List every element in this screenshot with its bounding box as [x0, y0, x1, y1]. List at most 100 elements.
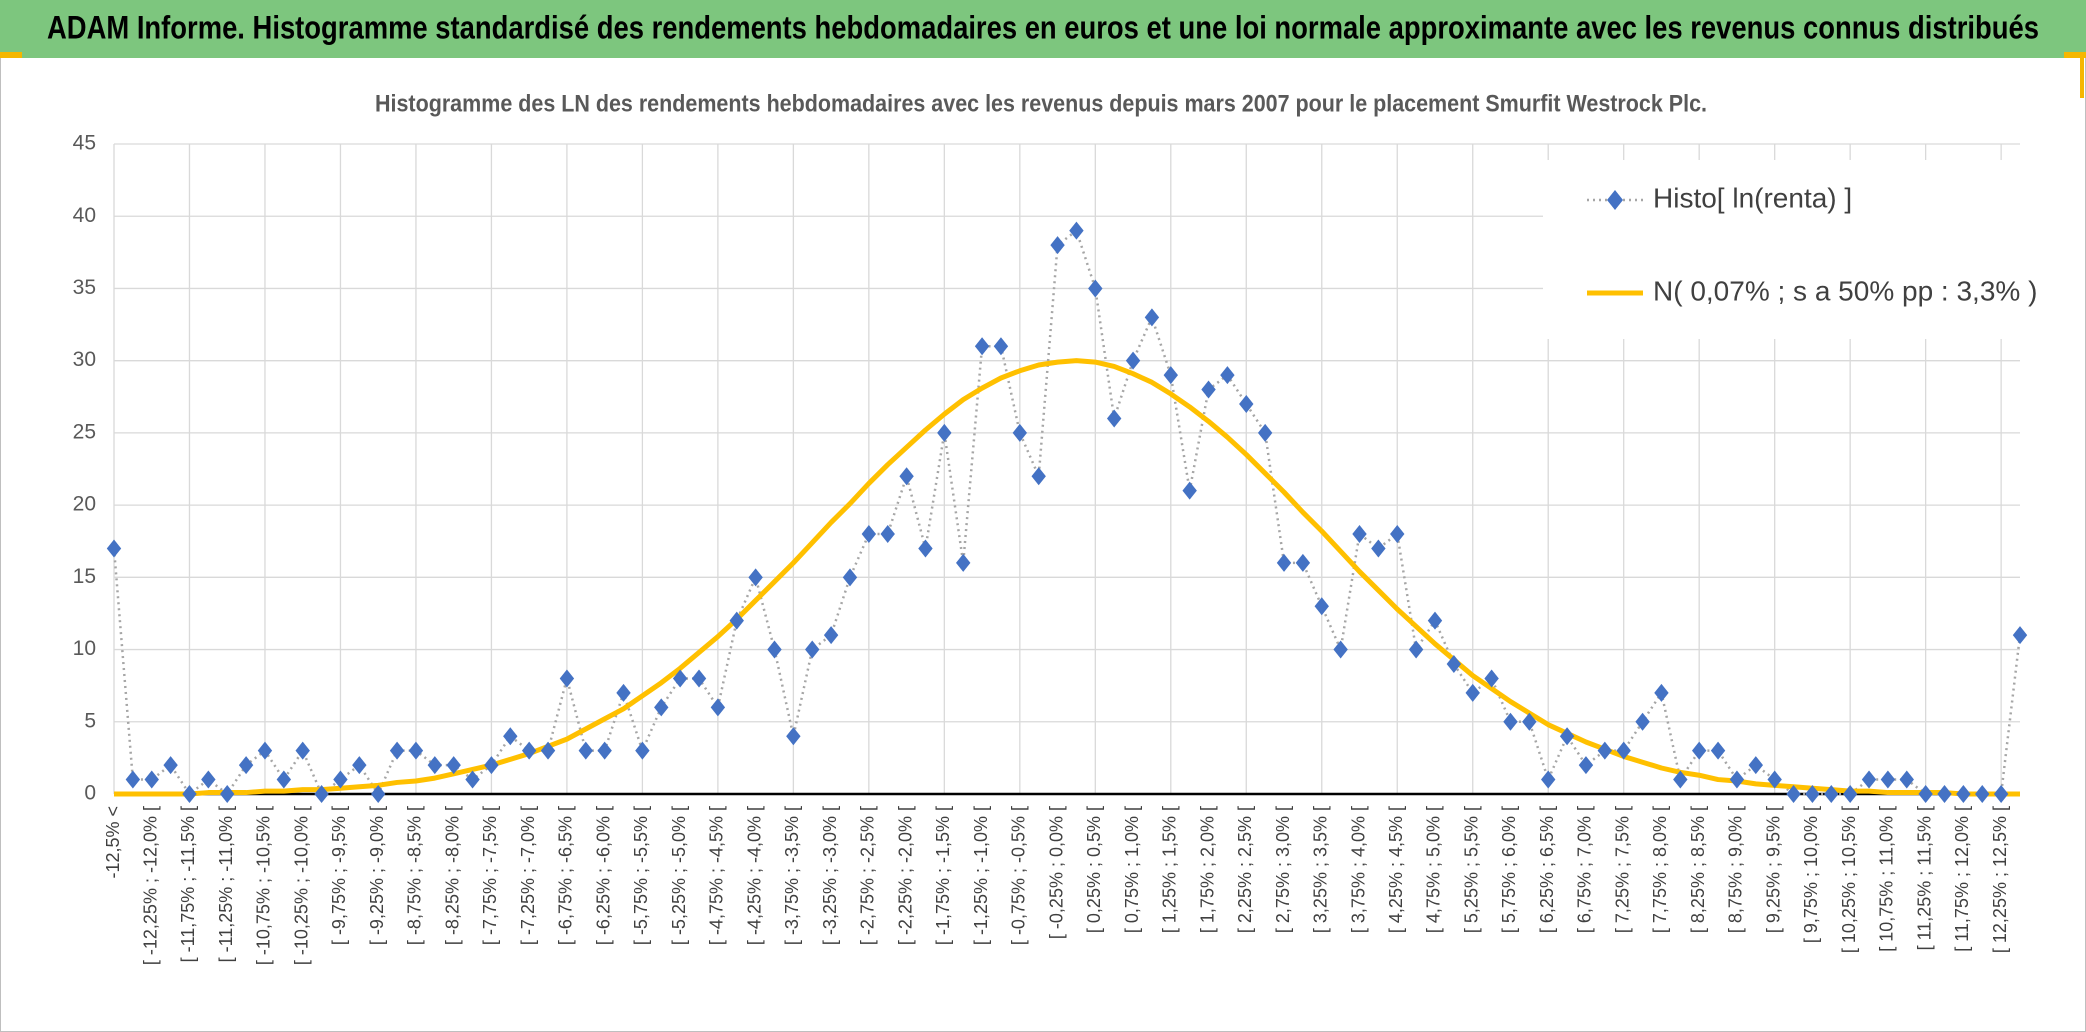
point-marker — [842, 568, 858, 587]
y-tick-label: 40 — [73, 204, 96, 227]
point-marker — [1257, 423, 1273, 442]
point-marker — [1144, 308, 1160, 327]
x-tick-label: [ -2,75% ; -2,5% [ — [858, 806, 878, 945]
x-tick-label: [ 4,75% ; 5,0% [ — [1424, 806, 1444, 933]
x-tick-label: [ -8,75% ; -8,5% [ — [405, 806, 425, 945]
point-marker — [1201, 380, 1216, 399]
x-tick-label: [ 0,25% ; 0,5% [ — [1084, 806, 1104, 933]
point-marker — [1408, 640, 1424, 659]
legend-label: Histo[ ln(renta) ] — [1653, 182, 1852, 213]
x-tick-label: [ -11,25% ; -11,0% [ — [216, 806, 236, 962]
point-marker — [1993, 785, 2009, 803]
x-tick-label: [ -0,75% ; -0,5% [ — [1009, 806, 1029, 945]
point-marker — [729, 611, 744, 630]
point-marker — [408, 741, 424, 760]
point-marker — [1654, 683, 1669, 702]
corner-accent — [2064, 52, 2086, 58]
x-tick-label: [ -10,75% ; -10,5% [ — [254, 806, 274, 965]
x-tick-label: [ 1,75% ; 2,0% [ — [1197, 806, 1217, 933]
header-bar — [0, 0, 2086, 58]
x-tick-label: [ -9,25% ; -9,0% [ — [367, 806, 387, 945]
point-marker — [276, 770, 292, 789]
point-marker — [1371, 539, 1386, 558]
point-marker — [1861, 770, 1877, 789]
point-marker — [521, 741, 537, 760]
point-marker — [314, 785, 329, 803]
point-marker — [691, 669, 707, 688]
point-marker — [1012, 423, 1028, 442]
y-tick-label: 25 — [73, 420, 96, 443]
x-tick-label: [ 8,75% ; 9,0% [ — [1726, 806, 1746, 933]
point-marker — [1767, 770, 1782, 789]
x-tick-label: [ 11,75% ; 12,0% [ — [1952, 806, 1972, 952]
point-marker — [1710, 741, 1726, 760]
point-marker — [823, 626, 839, 645]
point-marker — [1276, 553, 1292, 572]
x-tick-label: [ 5,75% ; 6,0% [ — [1499, 806, 1519, 933]
x-tick-label: [ 5,25% ; 5,5% [ — [1461, 806, 1481, 933]
x-tick-label: [ 2,75% ; 3,0% [ — [1273, 806, 1293, 933]
point-marker — [1125, 351, 1141, 370]
point-marker — [880, 525, 895, 543]
point-marker — [1484, 669, 1499, 688]
point-marker — [1503, 712, 1518, 731]
point-marker — [559, 669, 575, 688]
x-tick-label: [ -1,75% ; -1,5% [ — [933, 806, 953, 945]
edge-accent — [2080, 58, 2084, 98]
point-marker — [257, 741, 273, 760]
x-tick-label: [ -1,25% ; -1,0% [ — [971, 806, 991, 945]
point-marker — [352, 756, 367, 775]
point-marker — [427, 756, 443, 775]
chart-title: ADAM Informe. Histogramme standardisé de… — [47, 9, 2039, 45]
y-tick-label: 10 — [73, 637, 96, 660]
y-tick-label: 15 — [73, 565, 96, 588]
point-marker — [465, 770, 480, 789]
point-marker — [993, 337, 1009, 356]
point-marker — [616, 683, 631, 702]
point-marker — [1088, 279, 1103, 298]
point-marker — [1163, 366, 1178, 385]
x-tick-label: [ 1,25% ; 1,5% [ — [1160, 806, 1180, 933]
point-marker — [1597, 741, 1613, 760]
point-marker — [1918, 785, 1933, 803]
point-marker — [918, 539, 933, 558]
x-tick-label: [ -7,75% ; -7,5% [ — [480, 806, 500, 945]
y-tick-label: 20 — [73, 493, 96, 516]
point-marker — [786, 727, 801, 746]
point-marker — [295, 741, 310, 760]
x-tick-label: [ 2,25% ; 2,5% [ — [1235, 806, 1255, 933]
point-marker — [1541, 770, 1556, 789]
point-marker — [106, 539, 122, 558]
x-tick-label: [ -5,75% ; -5,5% [ — [631, 806, 651, 945]
point-marker — [1427, 611, 1443, 630]
point-marker — [1824, 785, 1839, 803]
x-tick-label: [ -12,25% ; -12,0% [ — [140, 806, 160, 965]
point-marker — [1956, 785, 1971, 803]
x-tick-label: [ -10,25% ; -10,0% [ — [291, 806, 311, 965]
point-marker — [1975, 785, 1990, 803]
point-marker — [1729, 770, 1745, 789]
point-marker — [1616, 741, 1631, 760]
x-tick-label: [ 9,75% ; 10,0% [ — [1801, 806, 1821, 943]
point-marker — [503, 727, 518, 746]
point-marker — [1239, 395, 1254, 413]
point-marker — [333, 770, 348, 789]
point-marker — [635, 741, 650, 760]
point-marker — [1390, 525, 1405, 543]
y-tick-label: 0 — [84, 782, 96, 805]
x-tick-label: [ 12,25% ; 12,5% [ — [1990, 806, 2010, 953]
point-marker — [1842, 785, 1858, 803]
point-marker — [578, 741, 593, 760]
x-tick-label: [ -5,25% ; -5,0% [ — [669, 806, 689, 945]
point-marker — [1050, 236, 1065, 255]
point-marker — [1314, 597, 1329, 616]
y-tick-label: 5 — [84, 709, 96, 732]
point-marker — [1446, 655, 1462, 673]
x-tick-label: [ 11,25% ; 11,5% [ — [1914, 806, 1934, 950]
y-tick-label: 30 — [73, 348, 96, 371]
point-marker — [163, 756, 178, 775]
point-marker — [1352, 525, 1367, 543]
point-marker — [805, 640, 820, 659]
point-marker — [1578, 756, 1594, 775]
point-marker — [1295, 553, 1311, 572]
